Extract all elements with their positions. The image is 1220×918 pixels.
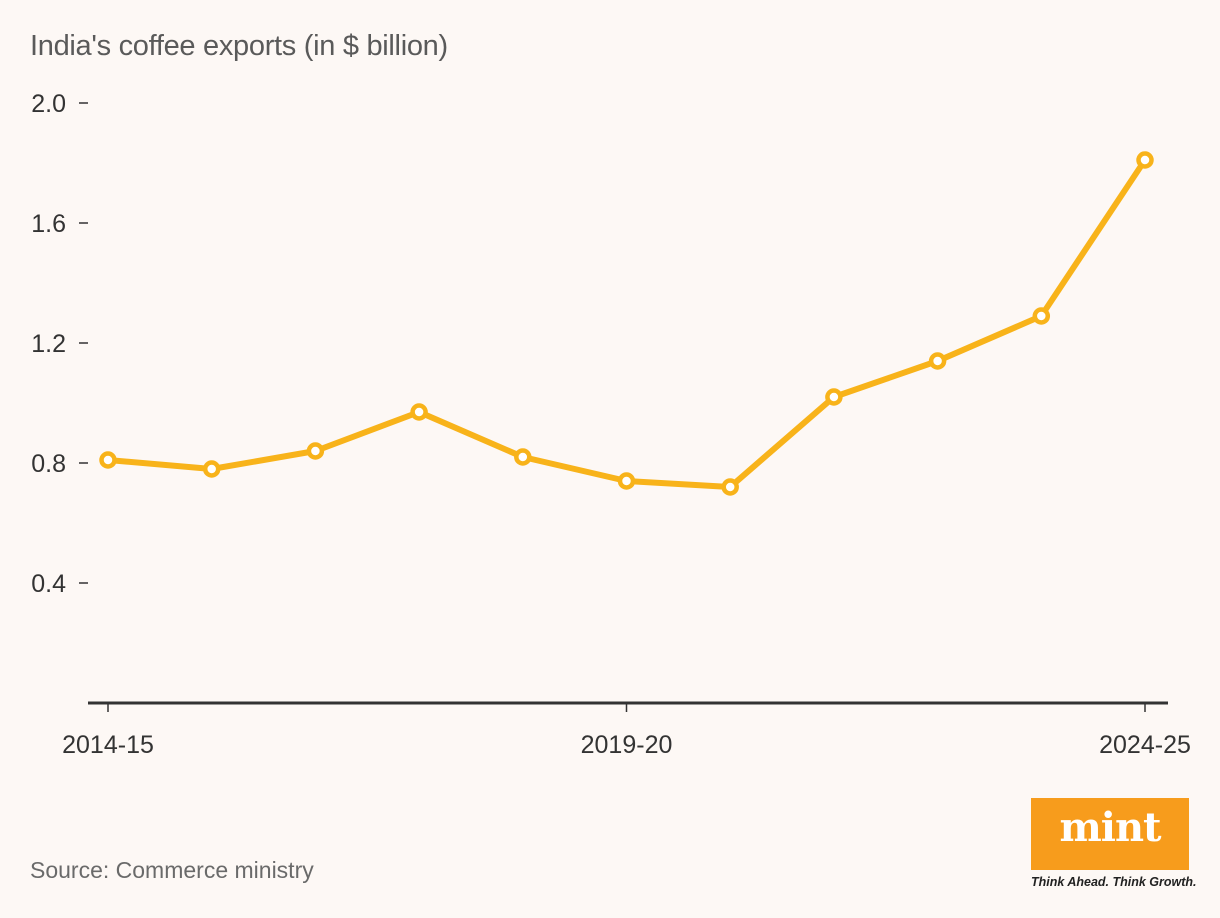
data-point bbox=[928, 352, 947, 370]
y-axis: 0.4 0.8 1.2 1.6 2.0 bbox=[31, 90, 88, 598]
data-point bbox=[1136, 151, 1154, 169]
data-point bbox=[410, 403, 428, 421]
data-point bbox=[1032, 307, 1051, 325]
logo-tagline: Think Ahead. Think Growth. bbox=[1031, 875, 1197, 889]
chart-title: India's coffee exports (in $ billion) bbox=[30, 30, 448, 62]
data-point bbox=[202, 460, 221, 478]
data-point bbox=[306, 442, 325, 460]
x-axis: 2014-15 2019-20 2024-25 bbox=[62, 701, 1191, 759]
data-point bbox=[721, 478, 739, 496]
series-line bbox=[105, 157, 1148, 490]
logo-wordmark: mint bbox=[1059, 804, 1161, 851]
data-point bbox=[514, 448, 532, 466]
y-tick-label: 0.8 bbox=[31, 450, 66, 478]
x-tick-label: 2024-25 bbox=[1099, 731, 1191, 759]
data-point bbox=[99, 451, 117, 469]
series-layer bbox=[99, 151, 1154, 496]
mint-logo: mint bbox=[1031, 798, 1189, 870]
data-point bbox=[825, 388, 843, 406]
y-tick-label: 1.2 bbox=[31, 330, 66, 358]
source-note: Source: Commerce ministry bbox=[30, 857, 314, 883]
x-tick-label: 2014-15 bbox=[62, 731, 154, 759]
x-tick-label: 2019-20 bbox=[581, 731, 673, 759]
y-tick-label: 0.4 bbox=[31, 570, 66, 598]
y-tick-label: 1.6 bbox=[31, 210, 66, 238]
y-tick-label: 2.0 bbox=[31, 90, 66, 118]
data-point bbox=[617, 472, 636, 490]
